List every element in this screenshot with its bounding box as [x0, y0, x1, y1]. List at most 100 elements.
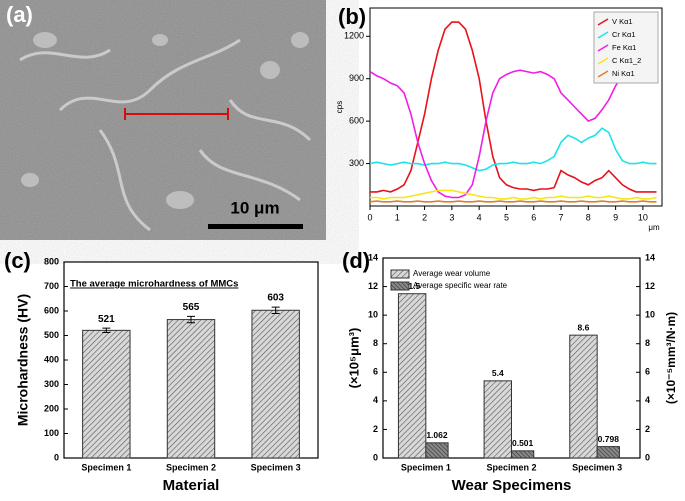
- bar: [511, 450, 535, 459]
- y-tick-label: 12: [368, 281, 378, 291]
- value-label: 5.4: [492, 368, 504, 378]
- chart-title: The average microhardness of MMCs: [70, 279, 238, 290]
- y2-tick-label: 14: [645, 252, 655, 262]
- error-bar: [102, 327, 111, 334]
- bar: [82, 329, 131, 459]
- value-label: 603: [267, 293, 284, 304]
- x-tick-label: 1: [395, 212, 400, 222]
- value-label: 0.798: [598, 434, 620, 444]
- legend-label: C Kα1_2: [612, 56, 641, 65]
- y-tick-label: 10: [368, 310, 378, 320]
- y-tick-label: 0: [373, 452, 378, 462]
- y-tick-label: 300: [349, 158, 364, 168]
- legend-label: Average specific wear rate: [413, 281, 508, 290]
- legend-label: Average wear volume: [413, 269, 491, 278]
- scale-bar-label: 10 μm: [230, 198, 279, 217]
- value-label: 1.062: [426, 430, 448, 440]
- y2-tick-label: 0: [645, 452, 650, 462]
- x-tick-label: 5: [504, 212, 509, 222]
- value-label: 11.5: [404, 281, 420, 291]
- series-line: [369, 127, 657, 172]
- bar: [483, 380, 513, 459]
- x-tick-label: Specimen 1: [401, 462, 451, 472]
- panel-label: (a): [6, 2, 33, 27]
- x-axis-label: Wear Specimens: [452, 477, 572, 494]
- x-tick-label: Specimen 2: [166, 462, 216, 472]
- bar: [397, 293, 427, 459]
- bar: [251, 309, 300, 459]
- x-tick-label: 4: [477, 212, 482, 222]
- y-tick-label: 900: [349, 73, 364, 83]
- legend-swatch: [390, 281, 410, 291]
- value-label: 0.501: [512, 438, 534, 448]
- y-tick-label: 600: [44, 305, 59, 315]
- value-label: 521: [98, 314, 115, 325]
- y-tick-label: 8: [373, 338, 378, 348]
- y-tick-label: 500: [44, 330, 59, 340]
- error-bar: [271, 306, 280, 314]
- y-tick-label: 800: [44, 256, 59, 266]
- y-tick-label: 600: [349, 116, 364, 126]
- x-tick-label: 2: [422, 212, 427, 222]
- y-tick-label: 14: [368, 252, 378, 262]
- y2-tick-label: 10: [645, 310, 655, 320]
- legend-swatch: [390, 269, 410, 279]
- y-tick-label: 2: [373, 424, 378, 434]
- x-tick-label: 6: [531, 212, 536, 222]
- x-tick-label: 9: [613, 212, 618, 222]
- x-tick-label: 3: [449, 212, 454, 222]
- legend-label: V Kα1: [612, 17, 633, 26]
- x-tick-label: 8: [586, 212, 591, 222]
- panel-label: (c): [4, 248, 31, 273]
- y2-axis-label: (×10⁻⁵mm³/N·m): [664, 312, 678, 404]
- x-tick-label: Specimen 3: [572, 462, 622, 472]
- bar: [569, 334, 598, 459]
- series-line: [369, 200, 657, 203]
- value-label: 565: [183, 302, 200, 313]
- value-label: 8.6: [578, 322, 590, 332]
- legend-swatch: [597, 18, 609, 26]
- x-tick-label: 7: [559, 212, 564, 222]
- y-tick-label: 6: [373, 367, 378, 377]
- x-tick-label: 10: [638, 212, 648, 222]
- legend-swatch: [597, 31, 609, 39]
- y-axis-label: Microhardness (HV): [15, 294, 31, 426]
- legend-label: Fe Kα1: [612, 43, 636, 52]
- bar: [425, 442, 449, 459]
- y2-tick-label: 4: [645, 395, 650, 405]
- panel-label: (b): [338, 4, 366, 29]
- y-tick-label: 400: [44, 354, 59, 364]
- y2-tick-label: 12: [645, 281, 655, 291]
- x-tick-label: Specimen 1: [81, 462, 131, 472]
- y-tick-label: 100: [44, 428, 59, 438]
- x-tick-label: Specimen 3: [251, 462, 301, 472]
- y2-tick-label: 6: [645, 367, 650, 377]
- series-line: [369, 69, 657, 199]
- legend-swatch: [597, 44, 609, 52]
- y-tick-label: 300: [44, 379, 59, 389]
- x-tick-label: Specimen 2: [486, 462, 536, 472]
- x-axis-label: Material: [163, 477, 220, 494]
- y-tick-label: 700: [44, 281, 59, 291]
- x-axis-label: μm: [648, 223, 660, 232]
- panel-label: (d): [342, 248, 370, 273]
- bar: [166, 319, 216, 459]
- y2-tick-label: 8: [645, 338, 650, 348]
- y2-tick-label: 2: [645, 424, 650, 434]
- legend-label: Cr Kα1: [612, 30, 636, 39]
- series-line: [370, 189, 657, 200]
- legend-label: Ni Kα1: [612, 69, 635, 78]
- legend-swatch: [597, 57, 609, 65]
- micrograph: 10 μm (a): [0, 0, 326, 240]
- y-tick-label: 1200: [344, 31, 364, 41]
- y-axis-label: cps: [335, 101, 344, 113]
- legend-swatch: [597, 70, 609, 78]
- y-tick-label: 0: [54, 452, 59, 462]
- y-tick-label: 200: [44, 403, 59, 413]
- error-bar: [187, 315, 195, 324]
- y-tick-label: 4: [373, 395, 378, 405]
- bar: [596, 446, 620, 459]
- y-axis-label: (×10⁵μm³): [346, 328, 361, 389]
- x-tick-label: 0: [367, 212, 372, 222]
